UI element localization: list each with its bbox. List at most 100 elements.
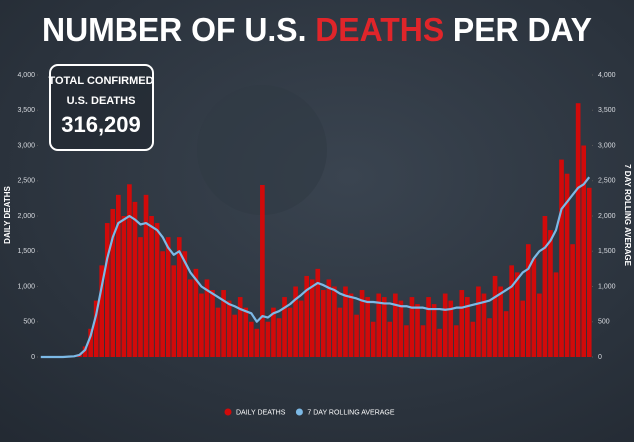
bar <box>437 328 442 357</box>
plot-area: 0 500 1,000 1,500 2,000 2,500 3,000 3,500 4,000 0… <box>17 72 615 361</box>
bar <box>282 297 287 357</box>
bar <box>271 307 276 357</box>
bar <box>376 293 382 357</box>
bar <box>542 216 548 357</box>
bar <box>442 293 448 357</box>
y2-tick-label: 3,000 <box>598 142 616 149</box>
bar <box>99 265 105 357</box>
bar <box>531 258 537 357</box>
bar <box>564 173 570 357</box>
bar <box>503 311 509 357</box>
bar <box>514 272 520 357</box>
y2-tick-label: 3,500 <box>598 107 616 114</box>
bar <box>226 300 232 357</box>
y-tick-label: 2,500 <box>17 178 35 185</box>
bar <box>204 279 210 357</box>
bar <box>548 230 553 357</box>
y2-tick-label: 0 <box>598 354 602 361</box>
bar <box>415 304 420 357</box>
y2-tick-label: 4,000 <box>598 72 616 79</box>
bar <box>248 321 254 357</box>
virus-decoration <box>197 85 327 215</box>
bar <box>315 268 321 357</box>
bar <box>453 325 459 357</box>
bar <box>165 237 171 357</box>
chart-title: NUMBER OF U.S.DEATHS PER DAY <box>42 11 592 48</box>
bar <box>348 293 354 357</box>
bar <box>320 290 326 357</box>
bar <box>309 279 315 357</box>
bar <box>409 297 415 357</box>
bar <box>581 145 587 357</box>
bar <box>265 321 271 357</box>
bar <box>176 237 182 357</box>
y-axis-label: DAILY DEATHS <box>3 186 12 244</box>
bar <box>149 216 154 357</box>
y-tick-label: 4,000 <box>17 72 35 79</box>
bar <box>498 286 503 357</box>
bar <box>398 300 404 357</box>
legend-label: 7 DAY ROLLING AVERAGE <box>307 409 394 416</box>
bar <box>359 290 365 357</box>
bar <box>88 328 93 357</box>
y2-axis-label: 7 DAY ROLLING AVERAGE <box>623 164 632 266</box>
bar <box>193 268 199 357</box>
callout-label: U.S. DEATHS <box>67 95 136 107</box>
bar <box>370 321 376 357</box>
bar <box>481 293 487 357</box>
y2-tick-label: 1,000 <box>598 283 616 290</box>
legend: DAILY DEATHS 7 DAY ROLLING AVERAGE <box>224 408 395 416</box>
title-highlight: DEATHS <box>315 11 444 48</box>
bar <box>293 286 298 357</box>
bar <box>559 159 564 357</box>
bar <box>160 251 165 357</box>
bar <box>237 297 243 357</box>
bar <box>387 321 393 357</box>
bar <box>121 216 127 357</box>
bar <box>132 201 138 357</box>
bar <box>431 304 437 357</box>
bar <box>104 223 110 357</box>
bar <box>381 297 387 357</box>
bar <box>404 325 409 357</box>
y-tick-label: 1,500 <box>17 248 35 255</box>
y2-tick-label: 1,500 <box>598 248 616 255</box>
bar <box>232 314 237 357</box>
bar <box>337 307 343 357</box>
bar <box>110 208 116 357</box>
callout-label: TOTAL CONFIRMED <box>48 75 153 87</box>
bar <box>553 272 559 357</box>
bar <box>326 279 332 357</box>
y-tick-label: 3,500 <box>17 107 35 114</box>
title-part: NUMBER OF U.S. <box>42 11 306 48</box>
legend-label: DAILY DEATHS <box>236 409 286 416</box>
bar <box>575 103 581 357</box>
bar <box>182 251 188 357</box>
callout-value: 316,209 <box>61 112 141 137</box>
bar <box>520 300 526 357</box>
bar <box>215 307 221 357</box>
bar <box>537 293 542 357</box>
bar <box>470 321 476 357</box>
bar <box>426 297 431 357</box>
y-tick-label: 3,000 <box>17 142 35 149</box>
bar <box>465 297 470 357</box>
title-part: PER DAY <box>453 11 592 48</box>
bar <box>171 265 177 357</box>
bar <box>199 293 204 357</box>
y2-tick-label: 2,000 <box>598 213 616 220</box>
callout-box <box>49 64 154 151</box>
bar <box>586 187 592 357</box>
bar <box>260 184 265 357</box>
bar <box>448 300 454 357</box>
bar <box>304 275 310 357</box>
y-tick-label: 500 <box>23 319 35 326</box>
legend-swatch <box>295 408 303 416</box>
bar <box>210 290 215 357</box>
bar <box>154 223 160 357</box>
bar <box>525 244 531 357</box>
bar <box>127 184 132 357</box>
bar <box>143 194 149 357</box>
bar <box>243 307 249 357</box>
